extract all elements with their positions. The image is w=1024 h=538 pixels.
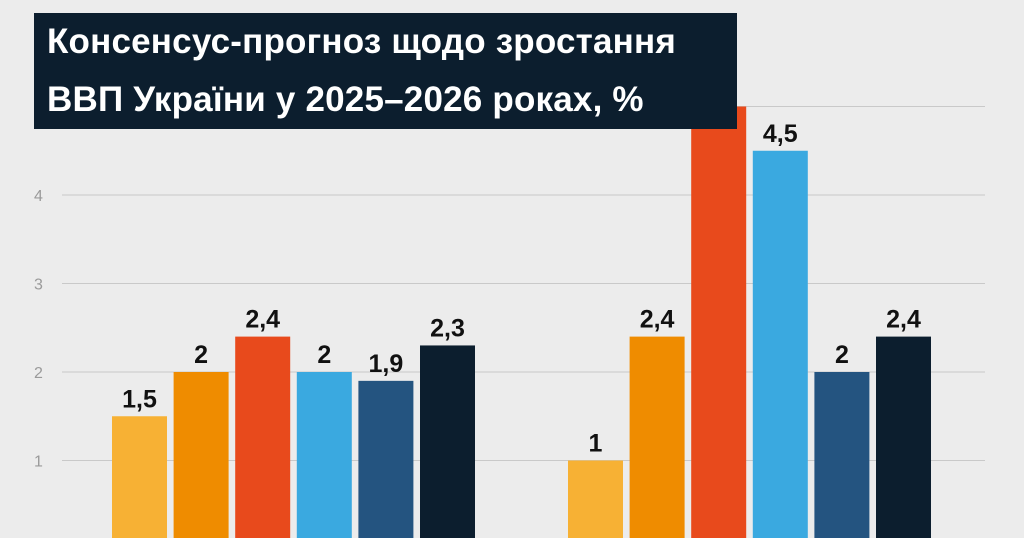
- bar: [691, 106, 747, 538]
- title-line-2: ВВП України у 2025–2026 роках, %: [47, 80, 644, 119]
- chart-title: Консенсус-прогноз щодо зростання ВВП Укр…: [34, 13, 737, 129]
- bar-value-label: 2,3: [430, 314, 465, 342]
- bar-value-label: 1,5: [122, 385, 157, 413]
- bar: [629, 336, 685, 538]
- bar: [568, 460, 623, 538]
- bar: [112, 416, 167, 538]
- bar: [173, 372, 229, 538]
- bar-value-label: 2: [317, 341, 331, 369]
- bar: [752, 150, 808, 538]
- bar: [235, 336, 291, 538]
- title-line-1: Консенсус-прогноз щодо зростання: [47, 22, 676, 61]
- bar-value-label: 4,5: [763, 120, 798, 148]
- bar: [876, 336, 931, 538]
- y-tick-label: 1: [34, 454, 43, 471]
- y-tick-label: 2: [34, 365, 43, 382]
- bar-value-label: 1: [589, 430, 603, 458]
- bar: [814, 372, 870, 538]
- bar: [420, 345, 475, 538]
- bar-value-label: 2,4: [245, 306, 280, 334]
- bar: [296, 372, 352, 538]
- bar-value-label: 2: [194, 341, 208, 369]
- bar-value-label: 1,9: [369, 350, 404, 378]
- bar-value-label: 2: [835, 341, 849, 369]
- y-tick-label: 3: [34, 277, 43, 294]
- y-tick-label: 4: [34, 188, 43, 205]
- bar: [358, 380, 414, 538]
- bar-value-label: 2,4: [886, 306, 921, 334]
- bar-value-label: 2,4: [640, 306, 675, 334]
